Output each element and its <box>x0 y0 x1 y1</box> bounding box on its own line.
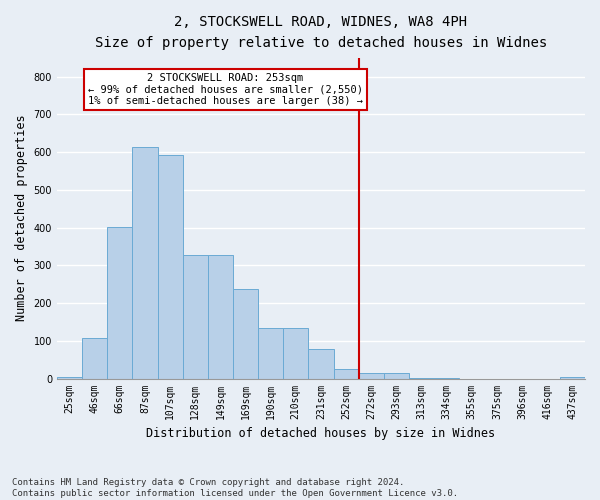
Bar <box>308 350 334 378</box>
Y-axis label: Number of detached properties: Number of detached properties <box>15 115 28 322</box>
Bar <box>208 254 233 378</box>
Bar <box>82 338 107 378</box>
Bar <box>258 328 283 378</box>
Bar <box>384 374 409 378</box>
Bar <box>182 254 208 378</box>
Bar <box>107 227 133 378</box>
Bar <box>158 154 182 378</box>
Text: 2 STOCKSWELL ROAD: 253sqm
← 99% of detached houses are smaller (2,550)
1% of sem: 2 STOCKSWELL ROAD: 253sqm ← 99% of detac… <box>88 73 363 106</box>
Text: Contains HM Land Registry data © Crown copyright and database right 2024.
Contai: Contains HM Land Registry data © Crown c… <box>12 478 458 498</box>
Bar <box>133 147 158 378</box>
Bar <box>283 328 308 378</box>
Bar <box>57 376 82 378</box>
Bar <box>334 369 359 378</box>
Bar <box>233 290 258 378</box>
Title: 2, STOCKSWELL ROAD, WIDNES, WA8 4PH
Size of property relative to detached houses: 2, STOCKSWELL ROAD, WIDNES, WA8 4PH Size… <box>95 15 547 50</box>
Bar <box>359 374 384 378</box>
X-axis label: Distribution of detached houses by size in Widnes: Distribution of detached houses by size … <box>146 427 496 440</box>
Bar <box>560 376 585 378</box>
